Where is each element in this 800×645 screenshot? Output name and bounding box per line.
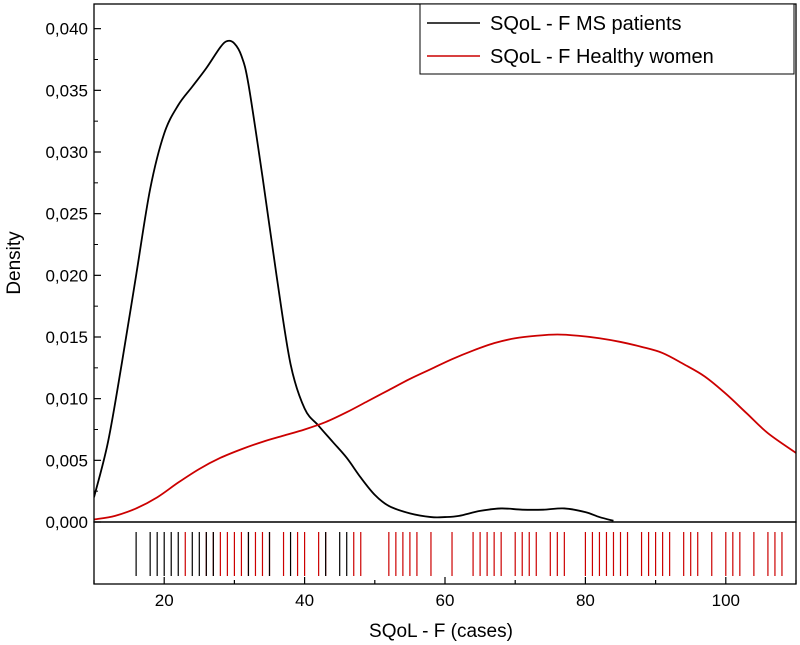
series-line-ms-patients xyxy=(94,39,614,522)
y-tick-label: 0,030 xyxy=(45,143,88,162)
plot-frame xyxy=(93,3,797,523)
y-tick-label: 0,005 xyxy=(45,451,88,470)
x-axis-title: SQoL - F (cases) xyxy=(369,621,513,642)
x-tick-label: 60 xyxy=(436,591,455,610)
axis-layer: 0,000 0,005 0,010 0,015 0,020 0,025 0,030 0,035… xyxy=(45,3,797,610)
rug-frame xyxy=(93,521,797,585)
y-tick-label: 0,020 xyxy=(45,266,88,285)
legend-label-ms-patients: SQoL - F MS patients xyxy=(490,13,682,35)
rug-plot xyxy=(135,532,783,576)
series-layer xyxy=(94,39,796,522)
x-tick-label: 20 xyxy=(155,591,174,610)
y-tick-label: 0,015 xyxy=(45,328,88,347)
x-tick-label: 100 xyxy=(712,591,740,610)
y-tick-label: 0,035 xyxy=(45,81,88,100)
x-tick-label: 80 xyxy=(576,591,595,610)
y-tick-label: 0,025 xyxy=(45,205,88,224)
series-line-healthy-women xyxy=(94,333,796,521)
legend: SQoL - F MS patients SQoL - F Healthy wo… xyxy=(419,3,795,75)
legend-label-healthy-women: SQoL - F Healthy women xyxy=(490,46,714,68)
x-tick-label: 40 xyxy=(295,591,314,610)
legend-box xyxy=(419,3,795,75)
y-axis-title: Density xyxy=(4,231,25,295)
y-tick-label: 0,000 xyxy=(45,513,88,532)
y-tick-label: 0,040 xyxy=(45,20,88,39)
y-tick-label: 0,010 xyxy=(45,390,88,409)
